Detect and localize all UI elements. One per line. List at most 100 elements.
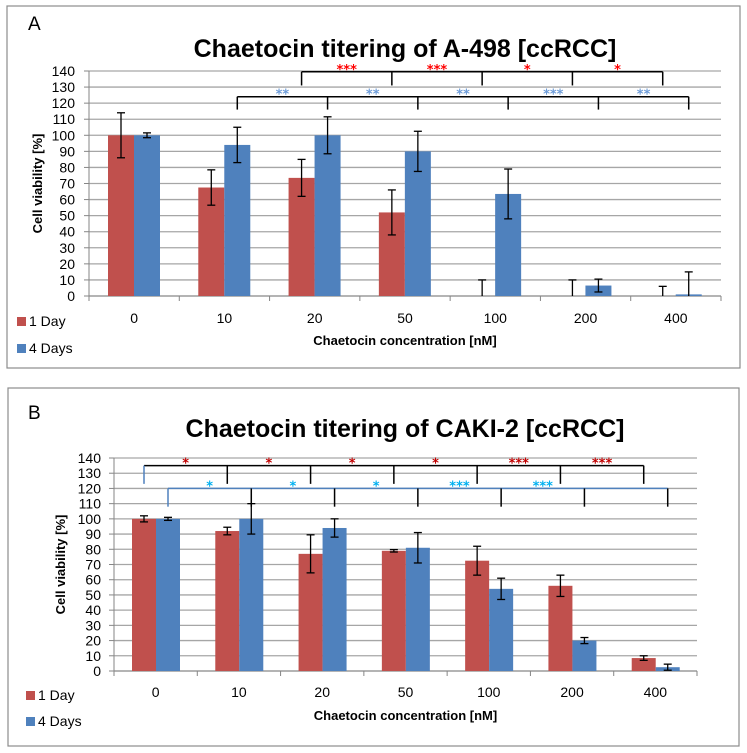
chart-frame (7, 387, 740, 747)
significance-marker: ** (366, 88, 380, 103)
y-tick-label: 100 (78, 511, 102, 527)
y-tick-label: 40 (59, 224, 75, 240)
bar-1-day-200 (548, 585, 573, 671)
significance-marker: ** (456, 88, 470, 103)
significance-marker: * (206, 479, 213, 494)
bar-4-days-20 (314, 135, 341, 296)
bar-1-day-400 (631, 658, 656, 671)
y-tick-label: 70 (59, 176, 75, 192)
bar-4-days-0 (134, 135, 160, 296)
x-tick-label: 400 (664, 310, 688, 326)
y-tick-label: 130 (78, 465, 102, 481)
y-tick-label: 90 (59, 143, 75, 159)
bar-4-days-50 (404, 151, 431, 296)
x-tick-label: 100 (477, 684, 501, 700)
y-tick-label: 90 (85, 526, 101, 542)
significance-marker: * (524, 63, 531, 78)
y-tick-label: 10 (59, 272, 75, 288)
chart-title: Chaetocin titering of CAKI-2 [ccRCC] (186, 415, 625, 443)
bar-4-days-200 (572, 640, 597, 671)
legend-label: 4 Days (29, 340, 73, 356)
significance-marker: *** (449, 479, 470, 494)
panel-label: B (28, 403, 41, 424)
x-tick-label: 400 (644, 684, 668, 700)
y-tick-label: 80 (85, 541, 101, 557)
legend-label: 4 Days (38, 713, 82, 729)
significance-marker: * (614, 63, 621, 78)
x-tick-label: 10 (231, 684, 247, 700)
y-tick-label: 140 (78, 450, 102, 466)
y-tick-label: 110 (79, 496, 102, 512)
significance-marker: *** (427, 63, 448, 78)
y-tick-label: 80 (59, 159, 75, 175)
y-tick-label: 120 (78, 480, 102, 496)
significance-marker: * (266, 457, 273, 472)
y-tick-label: 0 (93, 663, 101, 679)
x-axis-title: Chaetocin concentration [nM] (314, 708, 497, 723)
bar-1-day-0 (132, 518, 156, 671)
bar-4-days-20 (322, 527, 347, 671)
panel-label: A (28, 14, 41, 35)
y-axis-title: Cell viability [%] (53, 515, 68, 615)
y-tick-label: 140 (52, 63, 76, 79)
x-tick-label: 100 (484, 310, 508, 326)
bar-4-days-10 (239, 518, 264, 671)
y-tick-label: 60 (59, 192, 75, 208)
bar-1-day-0 (108, 135, 134, 296)
legend-swatch (26, 717, 35, 726)
y-tick-label: 40 (85, 602, 101, 618)
bar-1-day-100 (465, 560, 490, 671)
y-tick-label: 30 (85, 617, 101, 633)
y-tick-label: 120 (52, 95, 76, 111)
bar-1-day-50 (381, 550, 406, 671)
x-tick-label: 50 (398, 684, 414, 700)
y-tick-label: 70 (85, 557, 101, 573)
x-tick-label: 20 (314, 684, 330, 700)
significance-marker: * (373, 479, 380, 494)
significance-marker: ** (637, 88, 651, 103)
y-tick-label: 20 (59, 256, 75, 272)
bar-4-days-10 (224, 144, 251, 296)
y-axis-title: Cell viability [%] (30, 134, 45, 234)
bar-1-day-20 (288, 177, 315, 296)
significance-marker: * (290, 479, 297, 494)
significance-marker: *** (509, 457, 530, 472)
y-tick-label: 10 (85, 648, 101, 664)
y-tick-label: 60 (85, 572, 101, 588)
legend-swatch (17, 344, 26, 353)
significance-marker: *** (337, 63, 358, 78)
x-tick-label: 0 (152, 684, 160, 700)
y-tick-label: 130 (52, 79, 76, 95)
chart-title: Chaetocin titering of A-498 [ccRCC] (194, 35, 617, 63)
x-tick-label: 20 (307, 310, 323, 326)
significance-marker: *** (543, 88, 564, 103)
bar-4-days-0 (156, 518, 180, 671)
x-tick-label: 200 (560, 684, 584, 700)
significance-marker: *** (533, 479, 554, 494)
y-tick-label: 30 (59, 240, 75, 256)
x-tick-label: 200 (574, 310, 598, 326)
significance-marker: * (432, 457, 439, 472)
legend-swatch (26, 691, 35, 700)
x-tick-label: 0 (130, 310, 138, 326)
bar-4-days-100 (489, 588, 514, 671)
y-tick-label: 110 (53, 111, 76, 127)
x-tick-label: 10 (217, 310, 233, 326)
significance-marker: *** (592, 457, 613, 472)
y-tick-label: 50 (59, 208, 75, 224)
significance-marker: * (349, 457, 356, 472)
bar-1-day-10 (215, 531, 240, 671)
y-tick-label: 100 (52, 127, 76, 143)
significance-marker: * (182, 457, 189, 472)
x-tick-label: 50 (397, 310, 413, 326)
y-tick-label: 50 (85, 587, 101, 603)
y-tick-label: 0 (67, 288, 75, 304)
legend-swatch (17, 317, 26, 326)
legend-label: 1 Day (29, 313, 66, 329)
significance-marker: ** (276, 88, 290, 103)
legend-label: 1 Day (38, 687, 75, 703)
bar-4-days-50 (405, 547, 430, 671)
